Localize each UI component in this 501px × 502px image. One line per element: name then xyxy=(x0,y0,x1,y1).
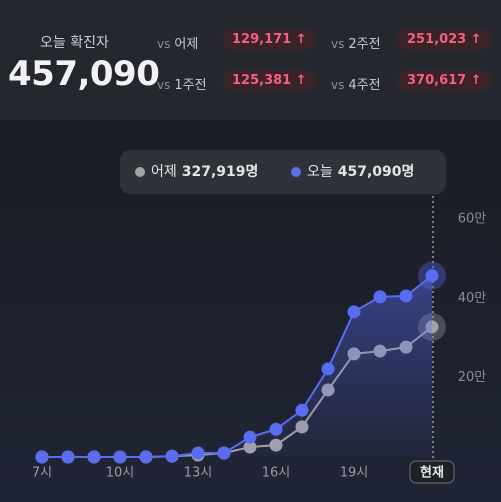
legend-box xyxy=(120,150,446,194)
point xyxy=(165,449,179,463)
period: 어제 xyxy=(174,37,199,52)
point xyxy=(217,446,231,460)
compare-label: vs 4주전 xyxy=(331,74,381,93)
legend-entry: 어제 327,919명 xyxy=(151,163,258,180)
point xyxy=(61,450,75,464)
legend-value: 457,090명 xyxy=(338,163,415,180)
point xyxy=(425,269,439,283)
y-tick-label: 60만 xyxy=(458,212,487,227)
vs: vs xyxy=(331,78,345,92)
x-tick-label: 13시 xyxy=(184,466,213,481)
compare-label: vs 1주전 xyxy=(157,74,207,93)
compare-label: vs 어제 xyxy=(157,33,198,52)
compare-value: 125,381 ↑ xyxy=(222,70,317,91)
period: 2주전 xyxy=(348,37,381,52)
summary-label: 오늘 확진자 xyxy=(40,35,109,51)
point xyxy=(243,430,257,444)
point xyxy=(321,362,335,376)
legend-name: 어제 xyxy=(151,164,177,180)
point xyxy=(269,422,283,436)
compare-value: 251,023 ↑ xyxy=(397,29,492,50)
point xyxy=(113,450,127,464)
point xyxy=(347,305,361,319)
legend-value: 327,919명 xyxy=(182,163,259,180)
x-tick-label: 16시 xyxy=(262,466,291,481)
compare-value: 129,171 ↑ xyxy=(222,29,317,50)
legend-entry: 오늘 457,090명 xyxy=(307,163,414,180)
point xyxy=(191,446,205,460)
point xyxy=(399,289,413,303)
legend-swatch xyxy=(291,167,301,177)
period: 4주전 xyxy=(348,78,381,93)
period: 1주전 xyxy=(174,78,207,93)
summary-total: 457,090 xyxy=(8,54,160,94)
point xyxy=(373,290,387,304)
compare-label: vs 2주전 xyxy=(331,33,381,52)
point xyxy=(87,450,101,464)
legend-swatch xyxy=(135,167,145,177)
point xyxy=(295,403,309,417)
x-tick-label: 7시 xyxy=(32,466,52,481)
x-tick-label: 19시 xyxy=(340,466,369,481)
legend-name: 오늘 xyxy=(307,164,333,180)
point xyxy=(35,450,49,464)
y-tick-label: 40만 xyxy=(458,291,487,306)
vs: vs xyxy=(157,37,171,51)
vs: vs xyxy=(331,37,345,51)
point xyxy=(139,450,153,464)
compare-value: 370,617 ↑ xyxy=(397,70,492,91)
summary-panel: 오늘 확진자 457,090 vs 어제 129,171 ↑ vs 2주전 251,… xyxy=(0,0,501,120)
area xyxy=(42,275,432,457)
y-tick-label: 20만 xyxy=(458,370,487,385)
x-tick-label: 현재 xyxy=(420,465,444,481)
x-tick-label: 10시 xyxy=(106,466,135,481)
line xyxy=(42,274,433,458)
current-label-box xyxy=(409,460,455,484)
vs: vs xyxy=(157,78,171,92)
